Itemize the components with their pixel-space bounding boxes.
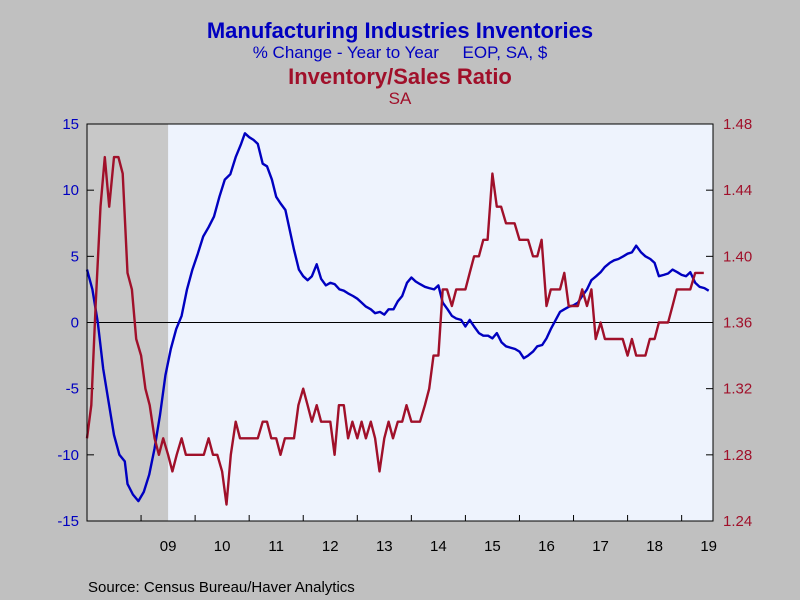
y-left-tick-label: 5	[71, 248, 79, 265]
y-right-tick-label: 1.48	[723, 116, 752, 133]
x-tick-label: 16	[538, 538, 555, 555]
y-right-tick-label: 1.24	[723, 513, 752, 530]
y-right-tick-label: 1.44	[723, 182, 752, 199]
series-line-inventory-sales-ratio	[85, 155, 704, 506]
x-tick-label: 09	[160, 538, 177, 555]
y-right-tick-label: 1.32	[723, 381, 752, 398]
y-right-tick-label: 1.36	[723, 315, 752, 332]
y-left-tick-label: -10	[57, 447, 79, 464]
series-line-inventories	[85, 132, 710, 503]
x-tick-label: 19	[700, 538, 717, 555]
x-tick-label: 17	[592, 538, 609, 555]
chart-subtitle: % Change - Year to Year EOP, SA, $	[253, 43, 548, 62]
chart-title: Manufacturing Industries Inventories	[207, 18, 593, 43]
x-tick-label: 12	[322, 538, 339, 555]
x-tick-label: 10	[214, 538, 231, 555]
x-tick-label: 13	[376, 538, 393, 555]
y-left-tick-label: -5	[66, 381, 79, 398]
x-tick-label: 11	[268, 538, 284, 555]
y-right-tick-label: 1.28	[723, 447, 752, 464]
source-note: Source: Census Bureau/Haver Analytics	[88, 579, 355, 596]
x-tick-label: 18	[646, 538, 663, 555]
chart-title-2: Inventory/Sales Ratio	[288, 64, 512, 89]
y-left-tick-label: 0	[71, 315, 79, 332]
chart-subtitle-2: SA	[389, 89, 412, 108]
plot-area: -15 -10 -5 0 5 10 15 1.24 1.28 1.32 1.36 1.40 1.44 1.…	[57, 116, 752, 555]
y-left-tick-label: -15	[57, 513, 79, 530]
x-tick-label: 15	[484, 538, 501, 555]
y-right-tick-label: 1.40	[723, 248, 752, 265]
x-tick-label: 14	[430, 538, 447, 555]
y-left-tick-label: 15	[62, 116, 79, 133]
plot-frame	[86, 123, 714, 522]
y-left-tick-label: 10	[62, 182, 79, 199]
